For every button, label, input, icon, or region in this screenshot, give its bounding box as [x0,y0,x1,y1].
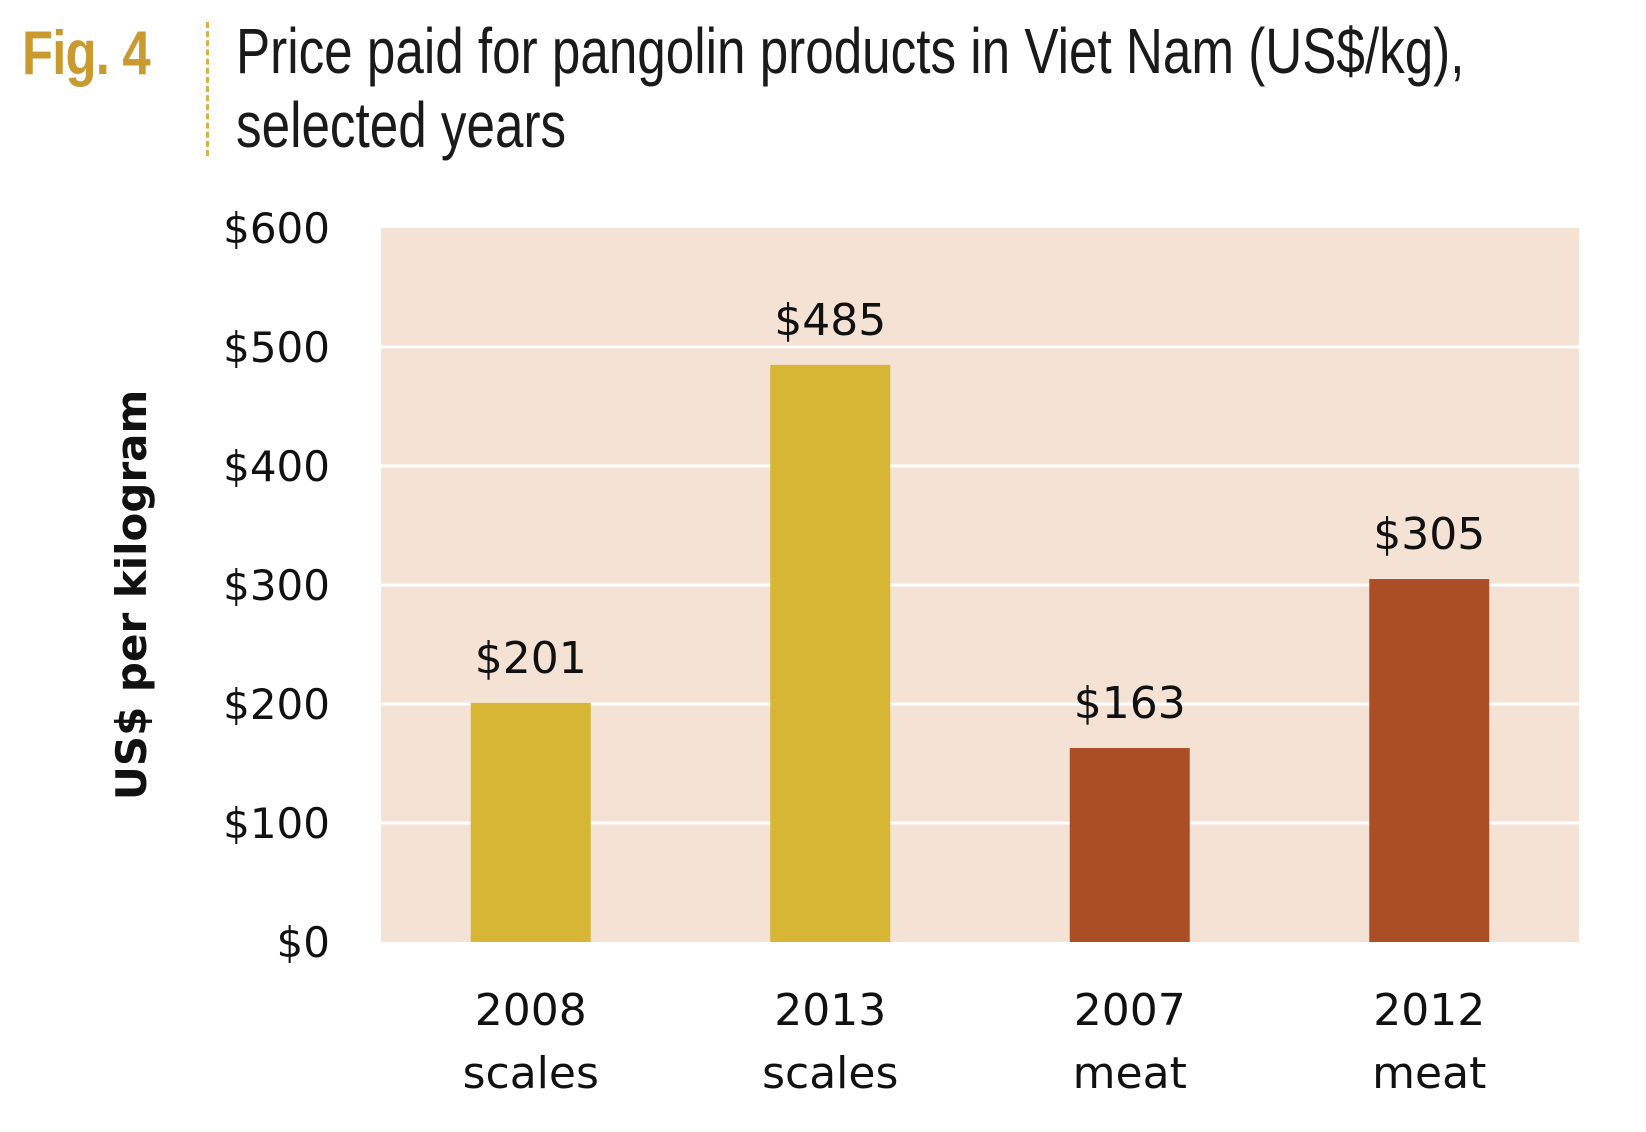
y-tick-label: $200 [223,680,330,729]
data-label: $163 [1074,678,1186,729]
x-tick-label-year: 2013 [774,985,886,1036]
y-tick-label: $0 [277,918,330,967]
x-tick-label-year: 2008 [475,985,587,1036]
x-tick-label-product: scales [463,1048,599,1099]
bar [1069,748,1190,942]
y-axis-ticks: $0 $100 $200 $300 $400 $500 $600 [223,204,330,967]
figure-label: Fig. 4 [22,19,151,88]
data-label: $305 [1373,509,1485,560]
x-tick-label-product: meat [1073,1048,1187,1099]
x-tick-label-product: meat [1372,1048,1486,1099]
bars: $201 $485 $163 $305 [470,295,1490,943]
y-tick-label: $300 [223,561,330,610]
y-tick-label: $100 [223,799,330,848]
data-label: $485 [774,295,886,346]
bar [470,702,591,942]
x-axis-labels: 2008 scales 2013 scales 2007 meat 2012 meat [463,985,1487,1099]
y-tick-label: $400 [223,442,330,491]
data-label: $201 [475,633,587,684]
chart-title: Price paid for pangolin products in Viet… [236,15,1465,161]
x-tick-label-year: 2012 [1373,985,1485,1036]
y-tick-label: $500 [223,323,330,372]
title-divider [206,22,209,156]
y-tick-label: $600 [223,204,330,253]
bar [1369,579,1490,942]
bar [770,364,891,943]
x-tick-label-year: 2007 [1074,985,1186,1036]
x-tick-label-product: scales [762,1048,898,1099]
y-axis-title: US$ per kilogram [107,390,156,801]
